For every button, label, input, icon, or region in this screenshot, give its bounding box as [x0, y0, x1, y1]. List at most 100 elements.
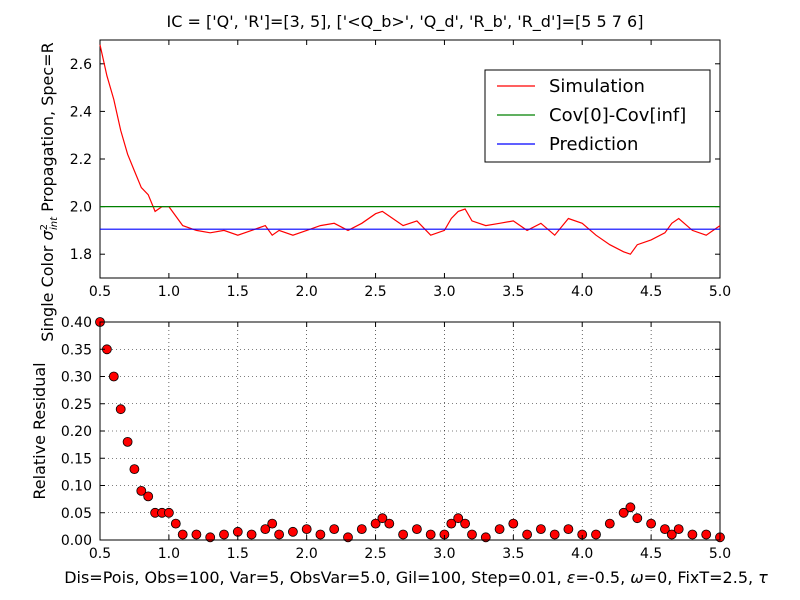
xlabel-c: =0, FixT=2.5, [644, 568, 759, 587]
x-tick-label: 3.5 [502, 546, 524, 562]
scatter-point [536, 524, 546, 534]
scatter-point [115, 404, 126, 415]
scatter-point [301, 524, 312, 534]
y-tick-label: 2.4 [70, 104, 92, 120]
scatter-point [170, 518, 181, 529]
scatter-point [246, 529, 257, 540]
x-tick-label: 3.0 [433, 546, 455, 562]
x-tick-label: 2.5 [364, 546, 386, 562]
x-tick-label: 1.5 [227, 284, 249, 300]
axes-top-ticks: 0.5 1.0 1.5 2.0 2.5 3.0 3.5 4.0 4.5 5.0 1.8 2.0 2.2 2… [70, 40, 731, 300]
scatter-point [274, 529, 285, 540]
scatter-point [446, 518, 457, 529]
scatter-point [260, 524, 271, 534]
x-tick-label: 4.0 [571, 546, 593, 562]
scatter-point [219, 529, 229, 540]
scatter-point [143, 491, 154, 502]
scatter-point [177, 529, 188, 540]
legend-label-prediction: Prediction [549, 134, 638, 155]
axes-bottom-ticks: 0.5 1.0 1.5 2.0 2.5 3.0 3.5 4.0 4.5 5.0 0.00 0.05 0.… [61, 315, 731, 562]
y-tick-label: 0.00 [61, 533, 92, 549]
scatter-point [267, 518, 278, 529]
y-tick-label: 1.8 [70, 247, 92, 263]
scatter-point [687, 529, 698, 540]
axes-bottom: 0.5 1.0 1.5 2.0 2.5 3.0 3.5 4.0 4.5 5.0 0.00 0.05 0.… [61, 315, 731, 562]
scatter-point [673, 524, 684, 534]
y-tick-label: 0.20 [61, 424, 92, 440]
scatter-point [356, 524, 367, 534]
x-tick-label: 5.0 [709, 546, 731, 562]
xlabel-omega: ω [630, 568, 643, 587]
scatter-point [287, 526, 298, 537]
scatter-point [191, 529, 202, 540]
scatter-point [632, 513, 643, 524]
y-tick-label: 2.0 [70, 200, 92, 216]
x-tick-label: 5.0 [709, 284, 731, 300]
axes-top: 0.5 1.0 1.5 2.0 2.5 3.0 3.5 4.0 4.5 5.0 1.8 2.0 2.2 2… [70, 39, 731, 300]
scatter-point [666, 529, 677, 540]
x-tick-label: 1.0 [158, 284, 180, 300]
scatter-point [563, 524, 574, 534]
legend-label-simulation: Simulation [549, 76, 645, 97]
x-tick-label: 1.5 [227, 546, 249, 562]
scatter-point [329, 524, 340, 534]
ylabel-post: Propagation, Spec=R [38, 42, 57, 217]
x-tick-label: 3.5 [502, 284, 524, 300]
y-tick-label: 0.40 [61, 315, 92, 331]
ylabel-pre: Single Color [38, 241, 57, 342]
scatter-point [453, 513, 464, 524]
scatter-point [646, 518, 656, 529]
scatter-point [618, 507, 629, 518]
x-tick-label: 0.5 [89, 284, 111, 300]
ylabel-sup: 2 [39, 224, 50, 230]
scatter-point [549, 529, 560, 540]
scatter-point [232, 526, 243, 537]
scatter-point [411, 524, 422, 534]
scatter-point [591, 529, 601, 540]
scatter-point [494, 524, 505, 534]
x-tick-label: 4.5 [640, 546, 662, 562]
scatter-point [384, 518, 395, 529]
axes-top-ylabel: Single Color σ2int Propagation, Spec=R [38, 42, 60, 341]
scatter-point [122, 436, 133, 447]
scatter-point [425, 529, 436, 540]
xlabel-eps: ε [567, 568, 576, 587]
scatter-point [398, 529, 409, 540]
scatter-point [660, 524, 670, 534]
y-tick-label: 0.35 [61, 342, 92, 358]
y-tick-label: 0.10 [61, 479, 92, 495]
y-tick-label: 0.25 [61, 397, 92, 413]
x-tick-label: 4.0 [571, 284, 593, 300]
scatter-point [701, 529, 712, 540]
legend-label-cov: Cov[0]-Cov[inf] [549, 105, 686, 126]
y-tick-label: 0.30 [61, 370, 92, 386]
x-tick-label: 3.0 [433, 284, 455, 300]
scatter-point [108, 371, 119, 382]
scatter-point [467, 529, 477, 540]
y-tick-label: 0.05 [61, 506, 92, 522]
scatter-point [508, 518, 519, 529]
xlabel-a: Dis=Pois, Obs=100, Var=5, ObsVar=5.0, Gi… [64, 568, 567, 587]
x-tick-label: 2.0 [296, 284, 318, 300]
figure-xlabel: Dis=Pois, Obs=100, Var=5, ObsVar=5.0, Gi… [64, 568, 768, 587]
x-tick-label: 1.0 [158, 546, 180, 562]
xlabel-tau: τ [758, 568, 768, 587]
y-tick-label: 2.6 [70, 57, 92, 73]
axes-bottom-series [95, 317, 725, 543]
scatter-point [370, 518, 381, 529]
scatter-point [522, 529, 532, 540]
y-tick-label: 0.15 [61, 451, 92, 467]
x-tick-label: 2.5 [364, 284, 386, 300]
scatter-point [163, 507, 174, 518]
ylabel-sub: int [49, 216, 60, 230]
axes-top-series [99, 44, 721, 255]
legend-box [484, 69, 711, 163]
scatter-point [377, 513, 388, 524]
axes-bottom-ylabel: Relative Residual [30, 362, 49, 499]
ylabel-sigma: σ [38, 230, 57, 241]
figure-title: IC = ['Q', 'R']=[3, 5], ['<Q_b>', 'Q_d',… [167, 12, 644, 32]
x-tick-label: 2.0 [296, 546, 318, 562]
x-tick-label: 4.5 [640, 284, 662, 300]
scatter-point [129, 464, 140, 475]
